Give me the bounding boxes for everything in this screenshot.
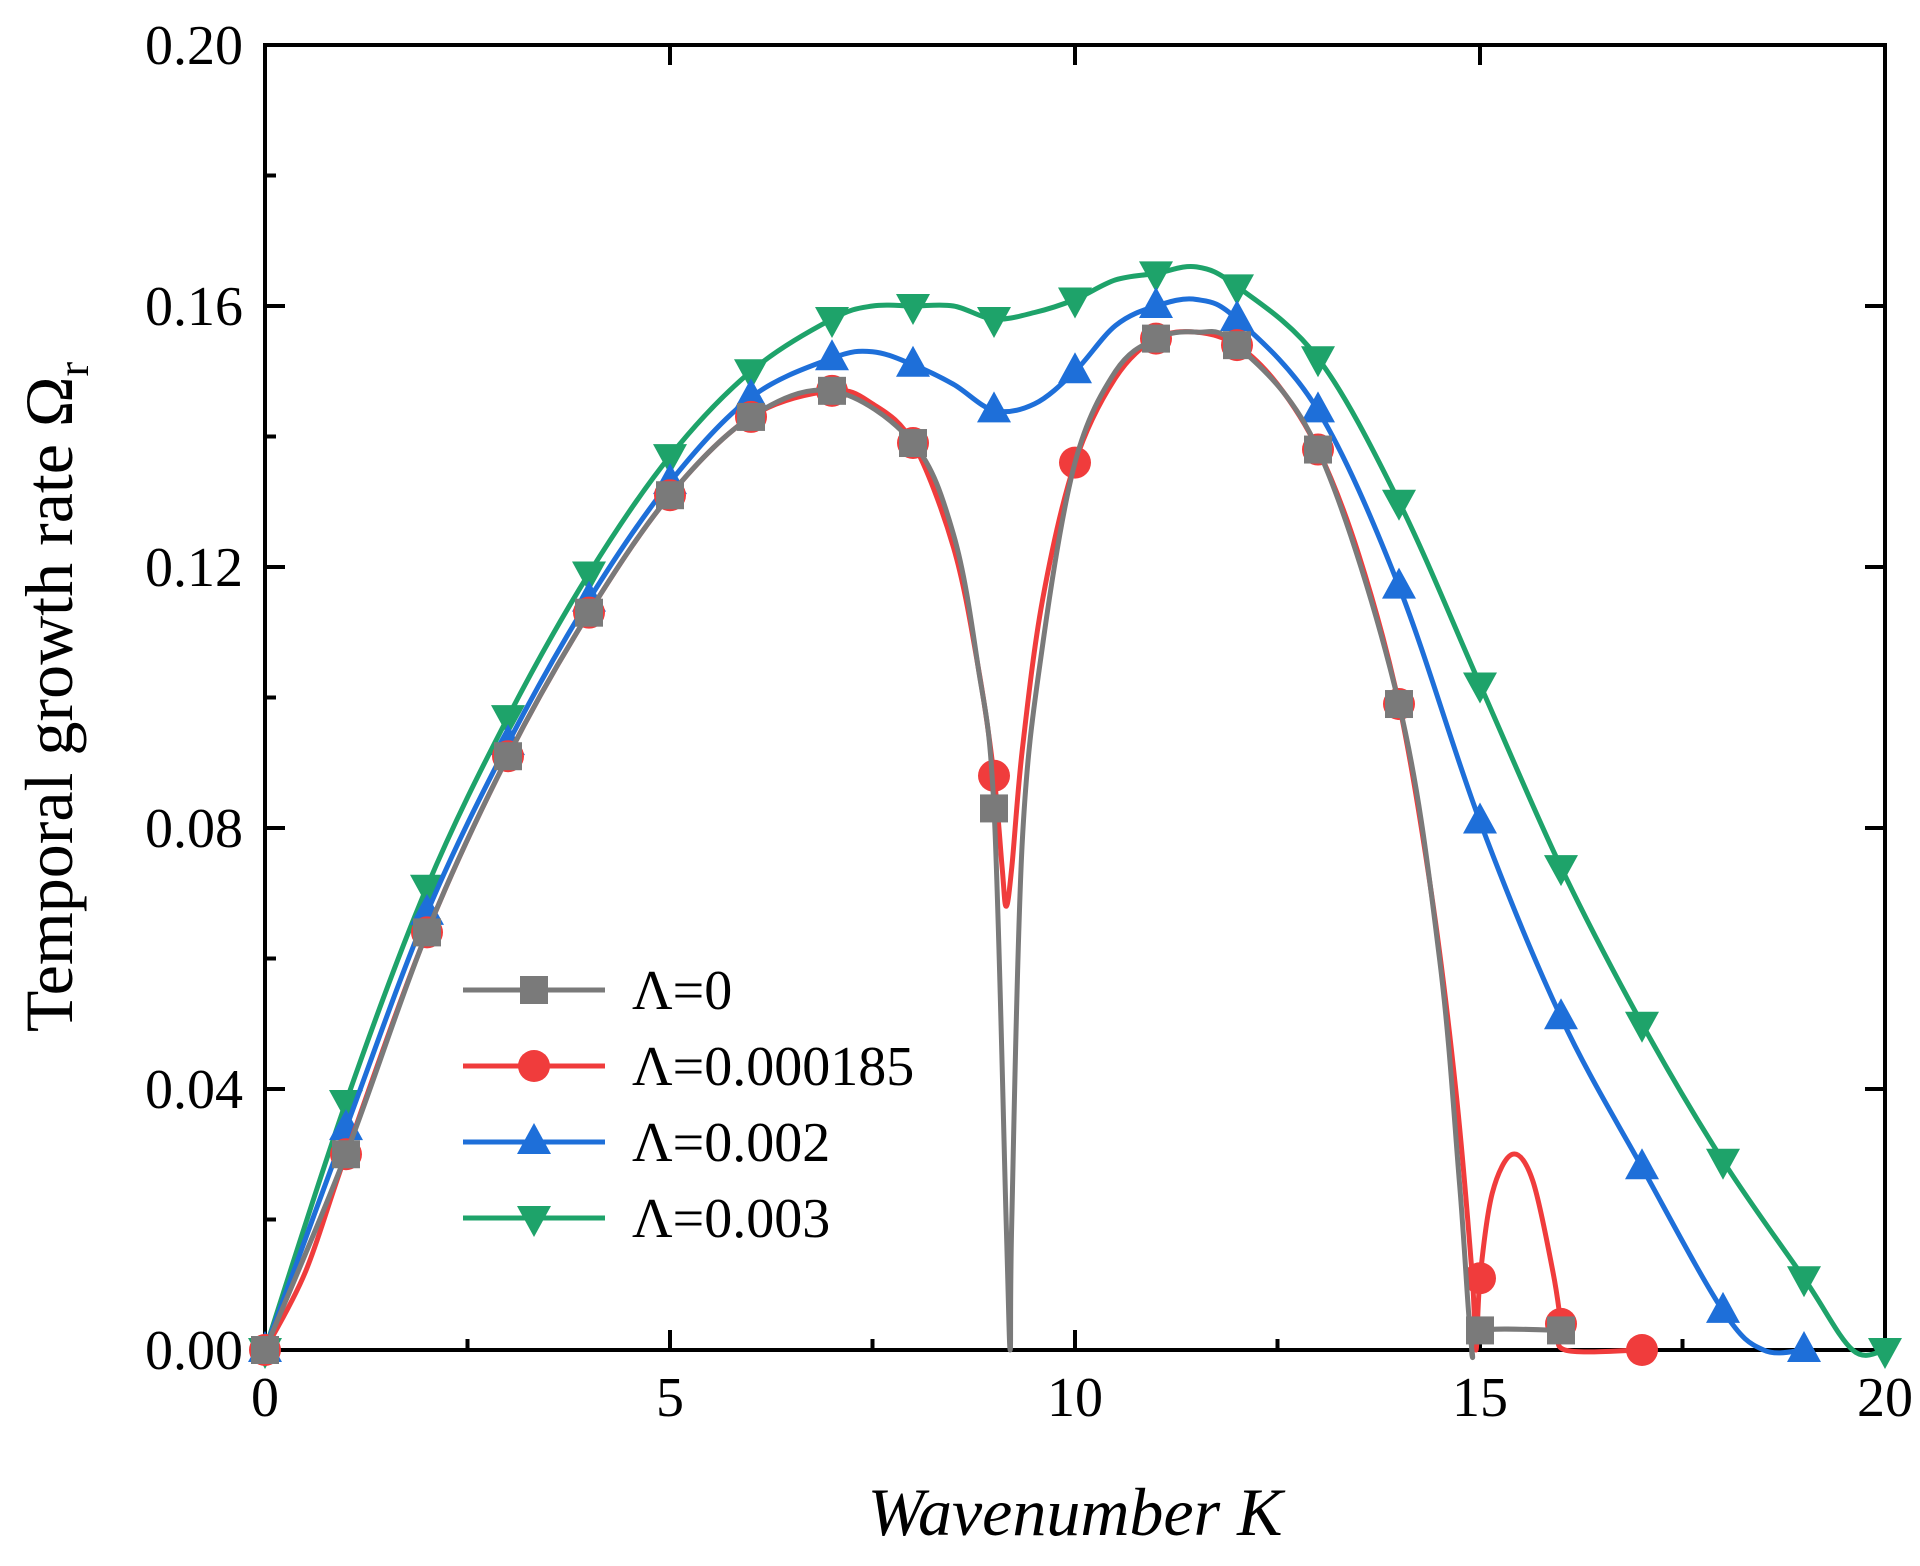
data-point (899, 429, 927, 458)
data-point (896, 294, 930, 325)
legend: Λ=0 Λ=0.000185 Λ=0.002 Λ=0.003 (463, 960, 914, 1250)
data-point (1787, 1331, 1821, 1362)
y-tick-label: 0.04 (145, 1059, 243, 1121)
data-point (818, 376, 846, 405)
data-point (1464, 1262, 1496, 1295)
data-point (1466, 1316, 1494, 1345)
legend-marker (517, 1123, 551, 1154)
data-point (1058, 287, 1092, 319)
data-point (1382, 489, 1416, 521)
data-point (737, 402, 765, 431)
y-tick-label: 0.16 (145, 276, 243, 338)
data-point (1706, 1291, 1740, 1323)
data-point (332, 1140, 360, 1169)
data-point (734, 378, 768, 410)
data-point (494, 742, 522, 771)
y-tick-label: 0.20 (145, 15, 243, 77)
y-axis-title-main: Temporal growth rate Ω (11, 376, 87, 1032)
data-point (653, 444, 687, 476)
y-tick-label: 0.00 (145, 1320, 243, 1382)
data-point (1547, 1316, 1575, 1345)
data-point (1301, 346, 1335, 378)
data-point (1139, 287, 1173, 318)
x-tick-label: 5 (656, 1367, 684, 1429)
legend-label: Λ=0.002 (632, 1112, 830, 1174)
legend-label: Λ=0.003 (632, 1188, 830, 1250)
data-point (1706, 1148, 1740, 1180)
svg-text:Temporal growth rate Ωr: Temporal growth rate Ωr (11, 361, 98, 1032)
data-point (1223, 331, 1251, 360)
data-point (1544, 855, 1578, 887)
data-point (815, 339, 849, 371)
series-2 (248, 287, 1821, 1362)
legend-label: Λ=0.000185 (632, 1036, 914, 1098)
tick-labels: 0 5 10 15 20 0.00 0.04 0.08 0.12 0.16 0.20 (145, 15, 1913, 1429)
data-point (1142, 324, 1170, 353)
data-point (1058, 352, 1092, 384)
data-point (1220, 300, 1254, 332)
x-axis-title: Wavenumber K (868, 1474, 1287, 1550)
data-point (413, 918, 441, 947)
legend-marker (520, 976, 548, 1004)
x-tick-label: 20 (1857, 1367, 1913, 1429)
data-point (1625, 1011, 1659, 1043)
data-point (977, 391, 1011, 423)
data-point (1304, 435, 1332, 464)
data-point (575, 598, 603, 627)
series-line (262, 329, 1643, 1355)
data-point (656, 481, 684, 510)
legend-item: Λ=0 (463, 960, 732, 1022)
data-point (815, 307, 849, 339)
data-point (1463, 802, 1497, 834)
series-line (262, 263, 1886, 1358)
data-point (1626, 1334, 1658, 1366)
y-tick-label: 0.08 (145, 798, 243, 860)
data-point (572, 561, 606, 593)
data-point (1220, 274, 1254, 306)
legend-marker (517, 1206, 551, 1237)
data-point (1544, 998, 1578, 1030)
series-line (262, 296, 1805, 1356)
data-point (1625, 1148, 1659, 1180)
series-0 (251, 324, 1575, 1364)
data-point (1787, 1266, 1821, 1298)
data-point (251, 1336, 279, 1364)
data-point (1382, 567, 1416, 599)
data-point (1385, 690, 1413, 719)
series-line (262, 329, 1562, 1361)
data-point (980, 794, 1008, 823)
legend-marker (518, 1050, 550, 1082)
data-point (410, 874, 444, 906)
data-point (896, 345, 930, 377)
y-axis-title-sub: r (49, 361, 98, 376)
x-tick-label: 15 (1452, 1367, 1508, 1429)
legend-label: Λ=0 (632, 960, 732, 1022)
x-tick-label: 10 (1047, 1367, 1103, 1429)
data-point (1463, 672, 1497, 704)
legend-item: Λ=0.003 (463, 1188, 830, 1250)
data-point (1868, 1338, 1902, 1369)
legend-item: Λ=0.002 (463, 1112, 830, 1174)
series-layer (248, 261, 1902, 1369)
data-point (977, 307, 1011, 339)
series-3 (248, 261, 1902, 1369)
data-point (1139, 261, 1173, 293)
y-axis-title: Temporal growth rate Ωr (11, 361, 98, 1032)
data-point (1301, 391, 1335, 423)
y-tick-label: 0.12 (145, 537, 243, 599)
data-point (734, 359, 768, 391)
data-point (491, 705, 525, 737)
x-tick-label: 0 (251, 1367, 279, 1429)
legend-item: Λ=0.000185 (463, 1036, 914, 1098)
